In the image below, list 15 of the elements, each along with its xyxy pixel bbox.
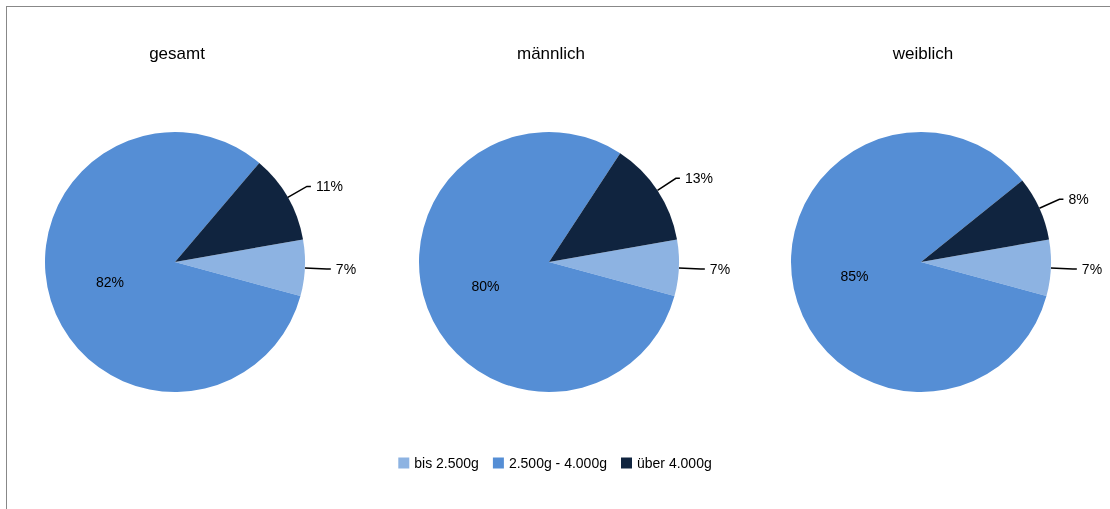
legend-label: 2.500g - 4.000g xyxy=(508,455,607,471)
data-label: 8% xyxy=(1068,191,1089,208)
data-label: 7% xyxy=(335,260,357,277)
data-label: 7% xyxy=(1081,260,1103,277)
data-label: 7% xyxy=(709,260,731,277)
chart-title: gesamt xyxy=(149,44,206,63)
legend-label: über 4.000g xyxy=(636,455,712,471)
chart-title: weiblich xyxy=(891,44,954,63)
legend-label: bis 2.500g xyxy=(414,455,479,471)
data-label: 11% xyxy=(315,178,343,195)
data-label: 80% xyxy=(471,278,500,295)
data-label: 13% xyxy=(684,170,713,187)
data-label: 82% xyxy=(96,274,125,291)
chart-title: männlich xyxy=(516,44,586,63)
data-label: 85% xyxy=(840,267,869,284)
